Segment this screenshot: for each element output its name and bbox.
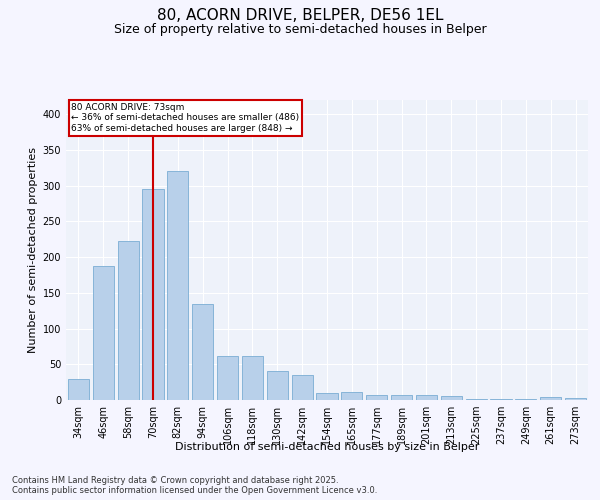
Bar bbox=[142, 190, 164, 400]
Bar bbox=[167, 172, 188, 400]
Bar bbox=[341, 392, 362, 400]
Bar bbox=[391, 395, 412, 400]
Y-axis label: Number of semi-detached properties: Number of semi-detached properties bbox=[28, 147, 38, 353]
Bar bbox=[242, 356, 263, 400]
Bar bbox=[540, 397, 561, 400]
Bar bbox=[565, 398, 586, 400]
Bar bbox=[416, 395, 437, 400]
Text: Size of property relative to semi-detached houses in Belper: Size of property relative to semi-detach… bbox=[113, 22, 487, 36]
Text: Contains HM Land Registry data © Crown copyright and database right 2025.
Contai: Contains HM Land Registry data © Crown c… bbox=[12, 476, 377, 495]
Bar bbox=[68, 378, 89, 400]
Bar bbox=[316, 393, 338, 400]
Bar bbox=[217, 356, 238, 400]
Bar bbox=[118, 242, 139, 400]
Bar bbox=[466, 398, 487, 400]
Bar bbox=[93, 266, 114, 400]
Bar bbox=[366, 395, 387, 400]
Text: 80 ACORN DRIVE: 73sqm
← 36% of semi-detached houses are smaller (486)
63% of sem: 80 ACORN DRIVE: 73sqm ← 36% of semi-deta… bbox=[71, 103, 299, 133]
Bar bbox=[192, 304, 213, 400]
Bar bbox=[441, 396, 462, 400]
Text: Distribution of semi-detached houses by size in Belper: Distribution of semi-detached houses by … bbox=[175, 442, 479, 452]
Bar bbox=[267, 372, 288, 400]
Bar bbox=[292, 375, 313, 400]
Text: 80, ACORN DRIVE, BELPER, DE56 1EL: 80, ACORN DRIVE, BELPER, DE56 1EL bbox=[157, 8, 443, 22]
